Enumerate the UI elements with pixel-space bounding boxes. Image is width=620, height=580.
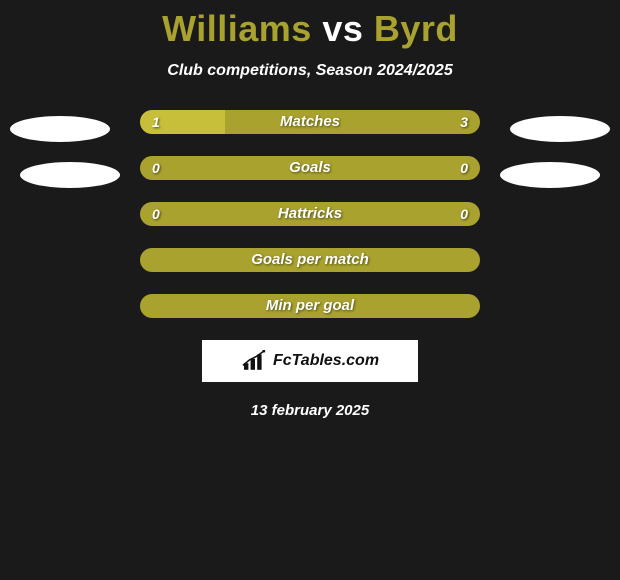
stat-value-right: 0 — [448, 202, 480, 226]
stat-value-right: 3 — [448, 110, 480, 134]
vs-text: vs — [322, 8, 363, 49]
stat-bar: Goals per match — [140, 248, 480, 272]
stat-value-right: 0 — [448, 156, 480, 180]
date-text: 13 february 2025 — [0, 402, 620, 419]
stat-bar: Goals0 0 — [140, 156, 480, 180]
team-badge-placeholder — [500, 162, 600, 188]
page-title: Williams vs Byrd — [0, 0, 620, 50]
player1-name: Williams — [162, 8, 312, 49]
stat-label: Goals — [140, 156, 480, 180]
stat-value-left: 0 — [140, 202, 172, 226]
stat-value-left: 1 — [140, 110, 172, 134]
stat-label: Min per goal — [140, 294, 480, 318]
stat-value-left: 0 — [140, 156, 172, 180]
bar-chart-icon — [241, 350, 269, 372]
stat-bar: Hattricks0 0 — [140, 202, 480, 226]
stat-bar: Min per goal — [140, 294, 480, 318]
brand-text: FcTables.com — [273, 352, 379, 370]
stat-label: Hattricks — [140, 202, 480, 226]
subtitle: Club competitions, Season 2024/2025 — [0, 62, 620, 80]
team-badge-placeholder — [10, 116, 110, 142]
team-badge-placeholder — [510, 116, 610, 142]
brand-badge: FcTables.com — [202, 340, 418, 382]
player2-name: Byrd — [374, 8, 458, 49]
content-area: Matches13Goals00Hattricks00Goals per mat… — [0, 110, 620, 419]
stat-label: Goals per match — [140, 248, 480, 272]
stats-bars: Matches13Goals00Hattricks00Goals per mat… — [140, 110, 480, 318]
stat-bar: Matches1 3 — [140, 110, 480, 134]
team-badge-placeholder — [20, 162, 120, 188]
stat-label: Matches — [140, 110, 480, 134]
